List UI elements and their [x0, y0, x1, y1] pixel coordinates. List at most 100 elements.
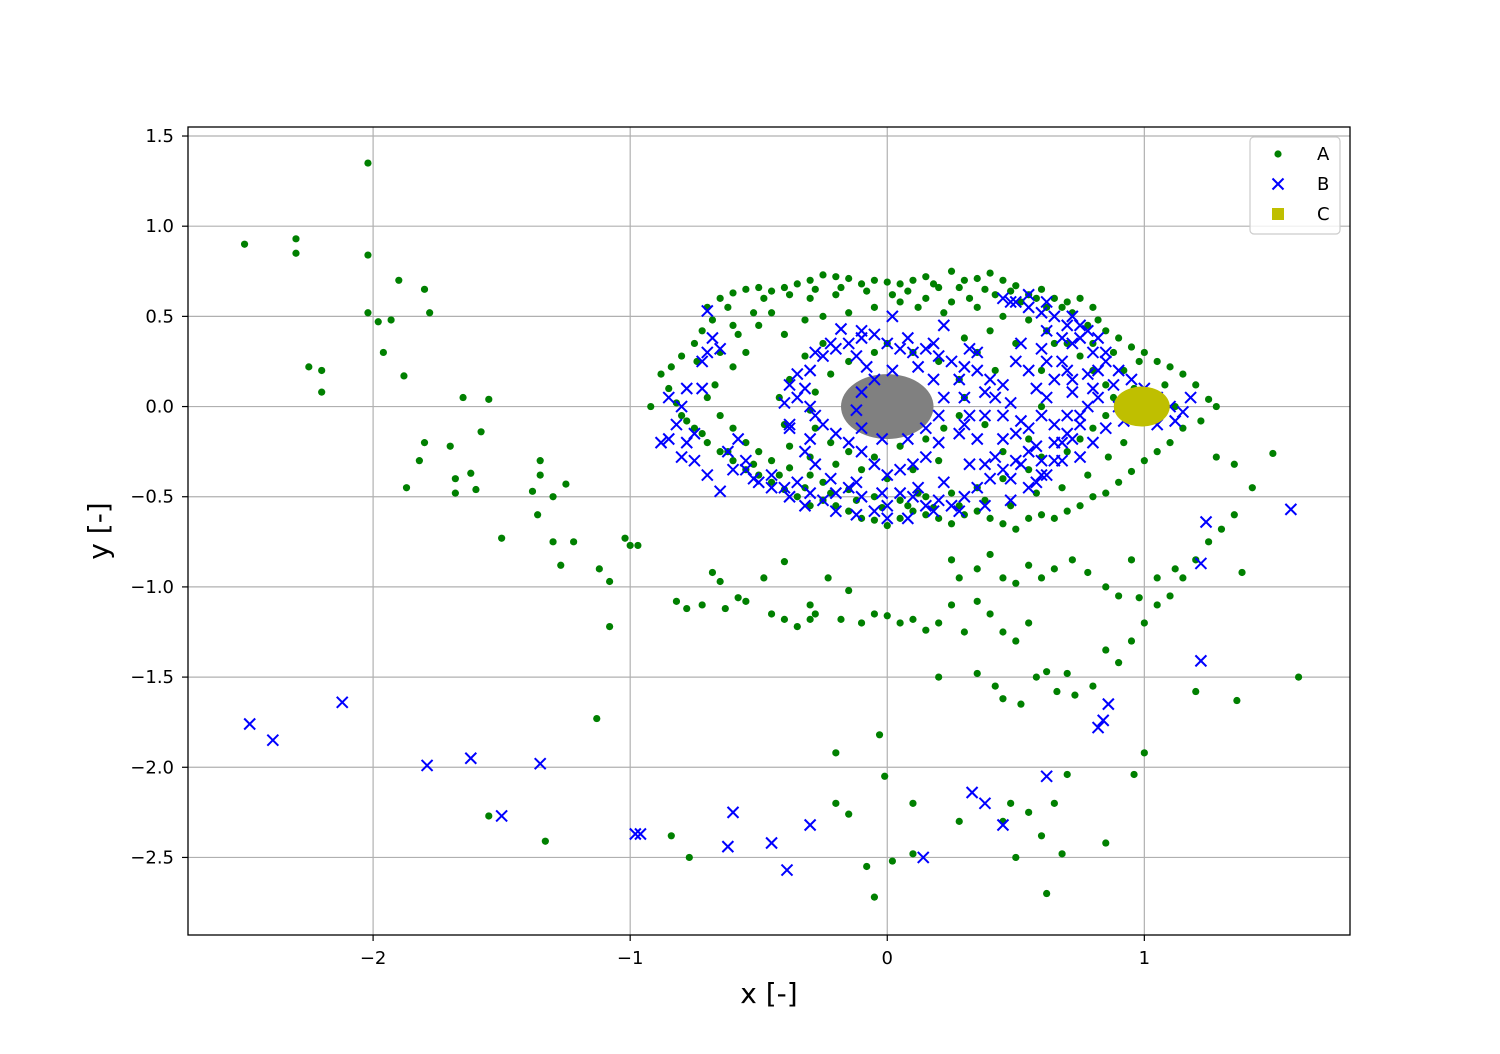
series-b-point [798, 445, 812, 458]
series-a-point [896, 298, 904, 306]
series-a-point [698, 601, 706, 609]
series-a-point [965, 294, 974, 302]
series-a-point [426, 309, 434, 317]
x-stroke [809, 458, 822, 471]
x-stroke [533, 757, 547, 770]
x-stroke [1004, 295, 1017, 309]
series-b-point [1030, 476, 1043, 489]
x-stroke [701, 304, 714, 318]
series-a-point [1294, 673, 1303, 681]
series-a-point [677, 352, 686, 360]
series-b-point [824, 472, 837, 485]
series-a-point [498, 534, 506, 542]
series-a-point [665, 384, 673, 393]
series-a-point [536, 471, 544, 479]
series-b-point [881, 337, 894, 350]
x-stroke [855, 445, 868, 458]
x-stroke [881, 512, 894, 525]
x-stroke [816, 494, 830, 507]
series-a-point [767, 309, 776, 317]
series-a-point [806, 601, 814, 609]
x-stroke [989, 391, 1002, 404]
series-b-point [803, 400, 817, 413]
series-a-point [881, 772, 889, 780]
series-a-point [1161, 381, 1169, 389]
series-b-point [695, 355, 709, 368]
x-stroke [868, 458, 881, 471]
series-b-point [1022, 481, 1035, 494]
series-b-point [1112, 364, 1125, 377]
x-stroke [713, 485, 727, 498]
x-stroke [881, 337, 894, 350]
series-a-point [1012, 579, 1020, 587]
series-a-point [904, 502, 912, 510]
series-a-point [793, 622, 801, 631]
series-b-point [1086, 346, 1100, 359]
series-a-point [755, 471, 763, 479]
x-stroke [875, 486, 889, 500]
series-b-point [1199, 515, 1213, 529]
series-b-point [791, 476, 804, 489]
series-a-point [1127, 637, 1136, 645]
x-stroke [721, 445, 735, 458]
series-b-point [1004, 396, 1017, 410]
series-a-point [780, 420, 789, 429]
series-b-point [1014, 414, 1028, 428]
series-a-point [1102, 583, 1110, 591]
series-a-point [973, 669, 981, 678]
series-a-point [986, 610, 994, 618]
x-stroke [629, 827, 642, 841]
series-a-point [683, 417, 691, 425]
series-b-point [996, 409, 1010, 422]
x-stroke [675, 400, 688, 413]
x-stroke [906, 346, 920, 359]
series-b-point [336, 696, 349, 709]
x-stroke [824, 337, 837, 350]
series-a-point [863, 862, 871, 871]
x-stroke [996, 378, 1010, 392]
series-a-point [1007, 287, 1015, 295]
series-a-point [1063, 298, 1071, 306]
series-b-point [1048, 373, 1061, 386]
x-stroke [670, 418, 683, 431]
series-b-point [1055, 331, 1069, 345]
x-stroke [1040, 324, 1053, 338]
x-stroke [1009, 295, 1023, 309]
legend-marker-a [1274, 150, 1282, 158]
series-b-point [1086, 382, 1100, 395]
x-axis-label: x [-] [740, 977, 797, 1010]
series-a-point [647, 402, 655, 411]
series-b-point [701, 346, 714, 359]
series-b-point [1061, 364, 1074, 377]
series-a-point [570, 538, 578, 546]
y-tick-label: 1.0 [145, 216, 174, 237]
series-a-point [557, 561, 565, 569]
series-a-point [827, 489, 835, 497]
series-a-point [364, 251, 372, 259]
series-b-point [1040, 295, 1053, 309]
series-b-point [978, 499, 992, 512]
series-a-point [1171, 565, 1179, 573]
x-stroke [971, 432, 984, 446]
x-stroke [1194, 654, 1208, 668]
series-b-point [855, 385, 868, 399]
series-b-point [675, 450, 688, 464]
series-a-point [991, 366, 999, 375]
series-a-point [1089, 682, 1097, 690]
series-b-point [783, 421, 796, 435]
y-tick-label: 0.0 [145, 397, 174, 418]
series-a-point [742, 285, 750, 293]
x-stroke [1112, 364, 1125, 377]
x-stroke [829, 427, 843, 440]
series-a-point [1192, 687, 1200, 696]
x-stroke [911, 481, 925, 494]
series-a-point [1179, 424, 1187, 432]
series-b-point [1055, 355, 1069, 368]
series-a-point [724, 303, 732, 311]
series-b-point [911, 481, 925, 494]
series-b-point [420, 759, 434, 772]
series-a-point [935, 673, 943, 681]
series-b-point [886, 310, 899, 323]
series-b-point [868, 458, 881, 471]
x-stroke [1073, 450, 1087, 464]
